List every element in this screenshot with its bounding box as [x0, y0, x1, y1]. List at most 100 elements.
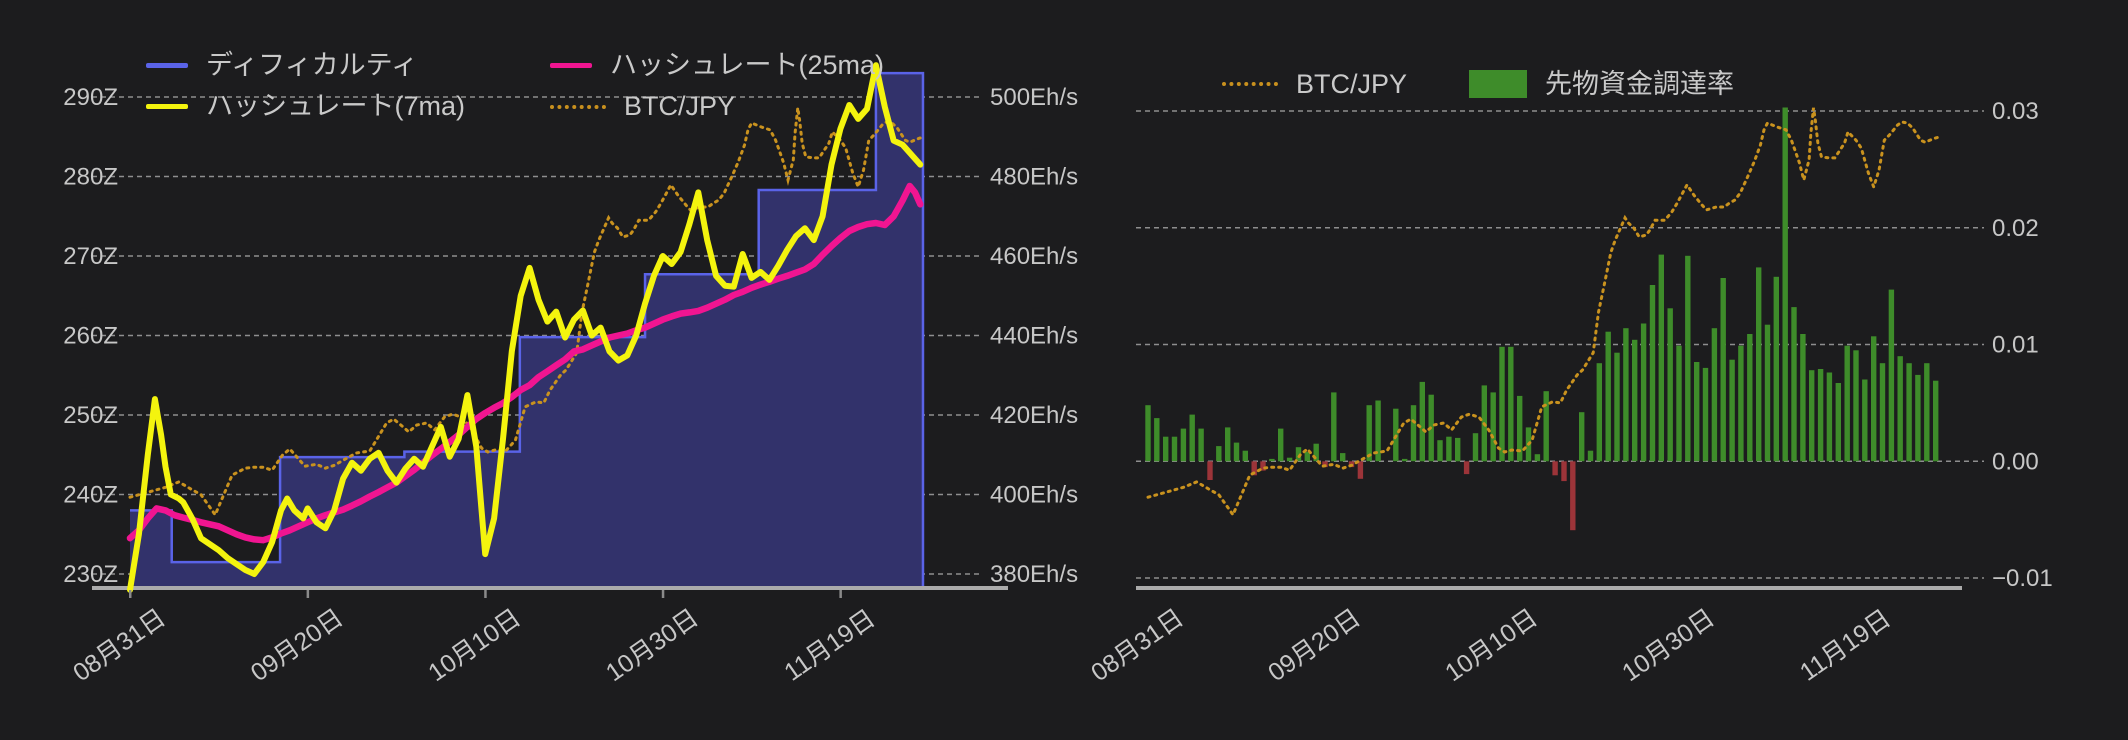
funding-rate-bar: [1879, 363, 1886, 462]
funding-rate-bar: [1640, 323, 1647, 462]
left-axis-tick-label: 230Z: [63, 561, 118, 588]
x-axis-baseline: [1136, 586, 1962, 590]
x-axis-baseline: [92, 586, 1008, 590]
funding-rate-bar: [1915, 374, 1921, 462]
funding-rate-bar: [1711, 328, 1718, 462]
funding-rate-bar: [1773, 276, 1779, 462]
hashrate-25ma-line: [126, 182, 924, 544]
funding-rate-bar: [1180, 428, 1187, 462]
funding-rate-bar: [1163, 436, 1169, 462]
funding-rate-bar: [1579, 412, 1585, 462]
funding-rate-bar: [1463, 461, 1470, 475]
funding-rate-bar: [1216, 446, 1222, 462]
right-axis-tick-label: 0.00: [1992, 448, 2039, 475]
funding-rate-bar: [1543, 391, 1549, 462]
right-axis-tick-label: 400Eh/s: [990, 482, 1078, 509]
funding-rate-bar: [1295, 447, 1302, 462]
funding-rate-bar: [1198, 428, 1204, 462]
right-axis-tick-label: 500Eh/s: [990, 84, 1078, 111]
funding-rate-bar: [1322, 461, 1328, 468]
funding-rate-bar: [1623, 328, 1629, 462]
funding-rate-bar: [1260, 461, 1266, 471]
funding-rate-bar: [1251, 461, 1257, 476]
funding-rate-bar: [1304, 451, 1310, 462]
funding-rate-bar: [1897, 356, 1903, 462]
legend-label-hashrate-7ma: ハッシュレート(7ma): [206, 91, 465, 121]
x-axis-date-label: 08月31日: [1086, 604, 1189, 688]
funding-rate-bar: [1472, 433, 1479, 462]
funding-rate-bar: [1933, 380, 1939, 462]
x-axis-date-label: 10月10日: [423, 604, 526, 688]
hashrate-7ma-line: [127, 62, 924, 593]
funding-rate-bar: [1844, 345, 1850, 462]
funding-rate-bar: [1756, 267, 1762, 462]
funding-rate-bar: [1729, 359, 1735, 462]
btcjpy-dotted-line-right: [1146, 107, 1940, 518]
funding-rate-bar: [1658, 254, 1664, 462]
right-axis-tick-label: −0.01: [1992, 565, 2053, 592]
left-axis-tick-label: 260Z: [63, 323, 118, 350]
funding-rate-bar: [1437, 440, 1443, 462]
x-axis-tick-mark: [306, 590, 310, 598]
funding-rate-bar: [1490, 392, 1496, 462]
funding-rate-bar: [1614, 352, 1620, 462]
funding-rate-bar: [1720, 278, 1726, 462]
x-axis-tick-mark: [129, 590, 132, 598]
funding-rate-bar: [1145, 405, 1151, 462]
x-axis-date-label: 08月31日: [68, 604, 171, 688]
right-axis-tick-label: 420Eh/s: [990, 402, 1078, 429]
left-axis-tick-label: 240Z: [63, 482, 118, 509]
left-axis-tick-label: 290Z: [63, 84, 118, 111]
legend-item-hashrate-7ma[interactable]: ハッシュレート(7ma): [146, 93, 550, 120]
funding-rate-bar: [1313, 443, 1319, 462]
right-chart-legend: BTC/JPY 先物資金調達率: [1222, 70, 1734, 98]
funding-rate-bar: [1649, 285, 1656, 462]
funding-rate-bar: [1826, 372, 1833, 462]
funding-rate-bar: [1632, 339, 1638, 462]
legend-item-difficulty[interactable]: ディフィカルティ: [146, 52, 550, 79]
legend-item-btcjpy-left[interactable]: BTC/JPY: [550, 93, 884, 120]
legend-item-btcjpy-right[interactable]: BTC/JPY: [1222, 70, 1407, 98]
left-chart-legend: ディフィカルティ ハッシュレート(25ma) ハッシュレート(7ma) BTC/…: [146, 52, 884, 120]
funding-rate-bar: [1171, 436, 1178, 462]
funding-rate-bar: [1446, 436, 1452, 462]
x-axis-date-label: 10月10日: [1440, 604, 1543, 688]
funding-rate-bar: [1676, 345, 1682, 462]
funding-rate-bar: [1924, 363, 1930, 462]
funding-rate-bar: [1375, 400, 1381, 462]
funding-rate-bar: [1853, 350, 1859, 462]
funding-rate-bar: [1154, 418, 1160, 462]
btcjpy-dotted-line-swatch-icon: [1222, 82, 1278, 86]
left-axis-tick-label: 250Z: [63, 402, 118, 429]
funding-rate-bar: [1694, 362, 1700, 462]
funding-rate-bar: [1587, 450, 1594, 462]
funding-rate-bar: [1207, 461, 1213, 480]
funding-rate-plot-area[interactable]: [1136, 40, 1962, 600]
right-axis-tick-label: 380Eh/s: [990, 561, 1078, 588]
left-axis-tick-label: 280Z: [63, 164, 118, 191]
right-axis-tick-label: 0.02: [1992, 215, 2039, 242]
legend-item-funding-rate[interactable]: 先物資金調達率: [1469, 70, 1734, 98]
funding-rate-bar: [1552, 461, 1558, 476]
funding-rate-bar: [1534, 454, 1541, 462]
funding-rate-bar: [1667, 308, 1673, 462]
legend-item-hashrate-25ma[interactable]: ハッシュレート(25ma): [550, 52, 884, 79]
funding-rate-bar: [1419, 381, 1425, 462]
funding-rate-bar: [1410, 405, 1417, 462]
hashrate-7ma-line-swatch-icon: [146, 104, 188, 109]
funding-rate-bar: [1269, 458, 1275, 462]
legend-label-btcjpy-left: BTC/JPY: [624, 91, 736, 121]
right-axis-tick-label: 460Eh/s: [990, 243, 1078, 270]
hashrate-25ma-line-swatch-icon: [550, 63, 592, 68]
funding-rate-bar: [1508, 346, 1514, 462]
funding-rate-bar: [1871, 336, 1877, 462]
funding-rate-bar: [1685, 255, 1691, 462]
funding-rate-bar: [1605, 331, 1611, 462]
x-axis-tick-mark: [484, 590, 487, 598]
funding-rate-bar: [1499, 346, 1505, 462]
x-axis-date-label: 11月19日: [779, 604, 880, 686]
funding-rate-bar: [1800, 334, 1806, 462]
funding-rate-bar: [1189, 414, 1195, 462]
funding-rate-bar: [1747, 334, 1753, 462]
